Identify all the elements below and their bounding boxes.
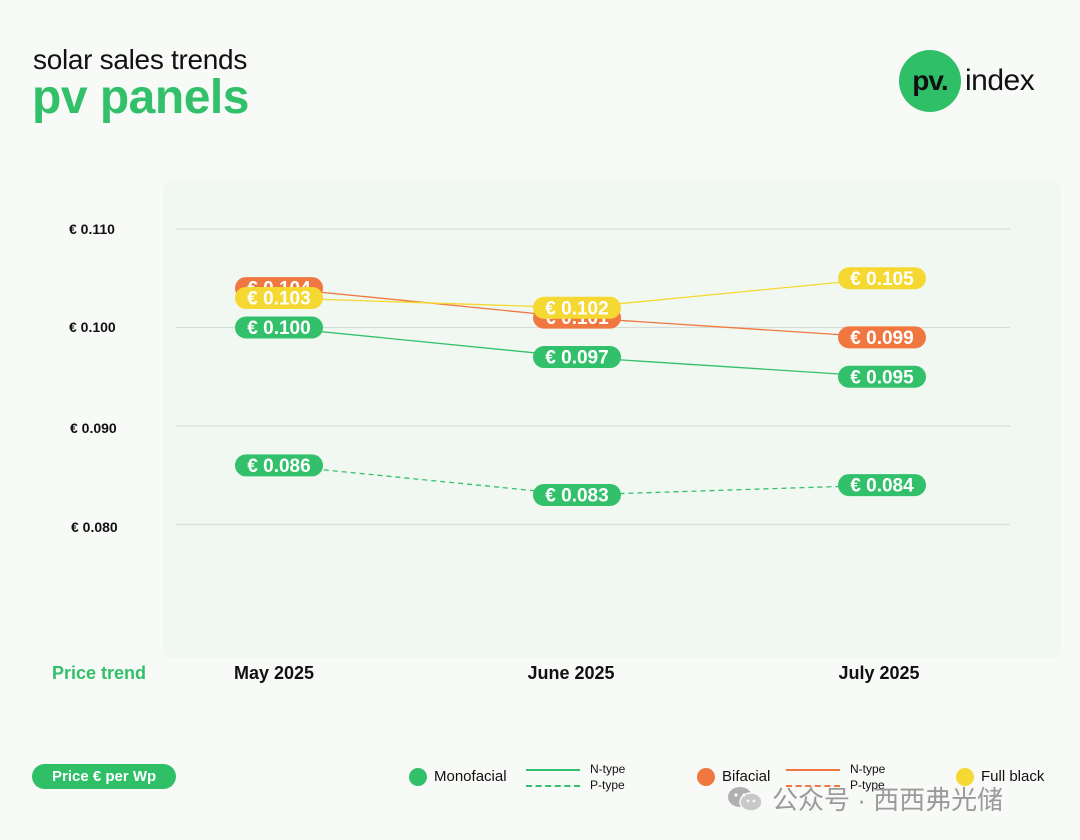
data-label: € 0.105 [850,269,914,290]
logo-mark: pv. [899,50,961,112]
y-tick-label: € 0.100 [69,319,116,335]
data-label-pill [235,286,323,309]
y-tick-label: € 0.080 [71,519,118,535]
line-chart: € 0.100 € 0.097 € 0.095 € 0.086 € 0.083 € 0.0… [176,228,1010,526]
data-label: € 0.097 [545,348,608,369]
y-tick-label: € 0.090 [70,420,117,436]
data-label: € 0.095 [850,367,914,388]
data-label-pill [838,365,926,388]
chart-subtitle: solar sales trends [33,44,248,75]
data-label: € 0.102 [545,298,608,319]
data-label-pill [838,326,926,349]
x-tick-label: July 2025 [838,663,920,683]
pv-index-logo: pv. index [899,50,1035,112]
logo-word: index [965,64,1035,97]
watermark: 公众号 · 西西弗光储 [726,780,1003,817]
legend-p-type-label: P-type [590,778,625,792]
data-label: € 0.100 [247,318,310,339]
data-label-pill [838,267,926,290]
legend-bifacial-label: Bifacial [722,768,771,785]
chart-panel [163,180,1061,658]
data-label-pill [533,296,621,319]
legend-solid-line [526,769,580,771]
legend-full-black-dot [956,768,974,786]
legend-dashed-line [786,785,840,787]
legend-bifacial-dot [697,768,715,786]
y-tick-label: € 0.110 [69,221,115,237]
unit-badge: Price € per Wp [32,764,177,789]
legend-full-black-label: Full black [981,768,1045,785]
x-axis-title: Price trend [52,663,147,683]
data-label-pill [235,316,323,339]
x-tick-label: June 2025 [527,663,615,683]
x-tick-label: May 2025 [233,663,315,683]
data-label: € 0.103 [247,288,310,309]
legend-solid-line [786,769,840,771]
legend-dashed-line [526,785,580,787]
watermark-text: 公众号 · 西西弗光储 [772,785,1004,815]
legend-n-type-label: N-type [850,762,886,776]
legend-monofacial-label: Monofacial [434,768,507,785]
data-label: € 0.086 [247,456,310,477]
wechat-icon [728,786,763,812]
data-label-pill [533,346,621,369]
data-label: € 0.083 [545,485,608,506]
legend-p-type-label: P-type [850,778,885,792]
legend-n-type-label: N-type [590,762,626,776]
data-label: € 0.099 [850,328,913,349]
chart-title: pv panels [32,71,249,124]
data-label-pill [235,454,323,477]
data-label: € 0.084 [850,476,914,497]
data-label-pill [533,483,621,506]
legend-monofacial-dot [409,768,427,786]
data-label-pill [838,474,926,497]
